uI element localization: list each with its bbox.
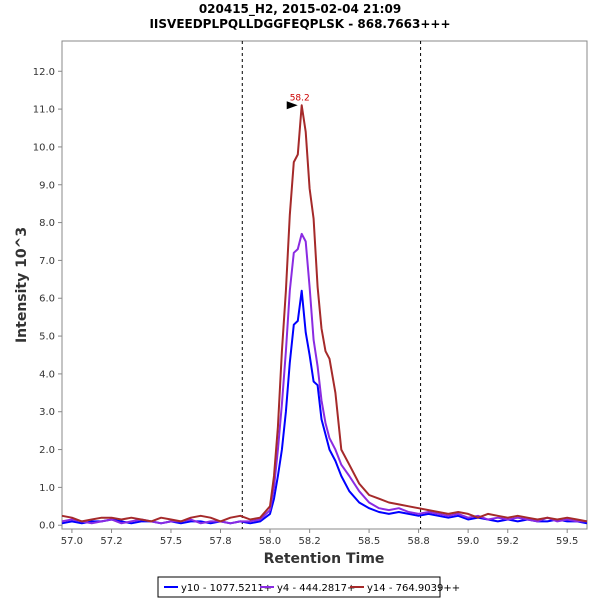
y-tick-label: 10.0 <box>33 142 55 153</box>
x-tick-label: 58.2 <box>299 536 321 547</box>
peak-marker-arrow <box>286 101 298 110</box>
peak-annotation-group: 58.2 <box>286 93 310 110</box>
y-tick-label: 8.0 <box>39 218 55 229</box>
y-tick-label: 11.0 <box>33 105 55 116</box>
y-tick-label: 4.0 <box>39 369 55 380</box>
x-tick-label: 57.5 <box>160 536 182 547</box>
y-tick-label: 9.0 <box>39 180 55 191</box>
x-axis-ticks: 57.0 57.2 57.5 57.8 58.0 58.2 58.5 58.8 59.0 59.2… <box>61 529 578 547</box>
plot-area <box>61 40 588 530</box>
x-tick-label: 58.0 <box>259 536 281 547</box>
chart-title: 020415_H2, 2015-02-04 21:09 <box>199 2 401 17</box>
y-axis-label: Intensity 10^3 <box>14 227 30 343</box>
x-tick-label: 58.5 <box>358 536 380 547</box>
y-tick-label: 6.0 <box>39 294 55 305</box>
legend: y10 - 1077.5211+ y4 - 444.2817+ y14 - 764.… <box>157 576 460 598</box>
legend-label-2: y14 - 764.9039++ <box>367 583 460 594</box>
x-tick-label: 59.2 <box>497 536 519 547</box>
x-tick-label: 57.2 <box>100 536 122 547</box>
y-tick-label: 7.0 <box>39 256 55 267</box>
y-tick-label: 1.0 <box>39 483 55 494</box>
x-tick-label: 59.5 <box>556 536 578 547</box>
peak-label: 58.2 <box>290 93 310 103</box>
legend-label-0: y10 - 1077.5211+ <box>181 583 272 594</box>
series-lines <box>61 104 588 525</box>
x-tick-label: 57.0 <box>61 536 83 547</box>
x-tick-label: 57.8 <box>209 536 231 547</box>
y-tick-label: 3.0 <box>39 407 55 418</box>
legend-label-1: y4 - 444.2817+ <box>277 583 355 594</box>
y-axis-ticks: 0.0 1.0 2.0 3.0 4.0 5.0 6.0 7.0 8.0 9.0 10.0 11.0 12… <box>33 67 62 532</box>
y-tick-label: 0.0 <box>39 521 55 532</box>
y-tick-label: 12.0 <box>33 67 55 78</box>
legend-box <box>157 576 441 598</box>
series-line-2 <box>61 104 588 523</box>
series-line-1 <box>61 232 587 525</box>
y-tick-label: 2.0 <box>39 445 55 456</box>
x-tick-label: 58.8 <box>407 536 429 547</box>
x-axis-label: Retention Time <box>264 551 385 567</box>
chart-subtitle: IISVEEDPLPQLLDGGFEQPLSK - 868.7663+++ <box>149 17 450 31</box>
y-tick-label: 5.0 <box>39 332 55 343</box>
x-tick-label: 59.0 <box>457 536 479 547</box>
